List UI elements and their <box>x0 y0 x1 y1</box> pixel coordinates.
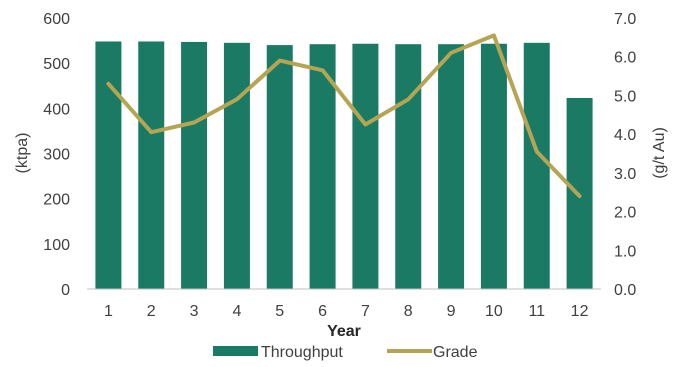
legend-label-grade: Grade <box>433 344 478 361</box>
x-tick-label: 1 <box>104 303 113 320</box>
y2-axis-ticks: 0.0 1.0 2.0 3.0 4.0 5.0 6.0 7.0 <box>614 11 636 299</box>
x-tick-label: 5 <box>275 303 284 320</box>
x-tick-label: 8 <box>404 303 413 320</box>
y2-tick-label: 0.0 <box>614 282 636 299</box>
bar-throughput-year-8 <box>395 44 422 289</box>
legend-label-throughput: Throughput <box>261 344 343 361</box>
bar-throughput-year-10 <box>480 43 507 290</box>
y2-tick-label: 1.0 <box>614 243 636 260</box>
x-tick-label: 3 <box>190 303 199 320</box>
y2-tick-label: 5.0 <box>614 88 636 105</box>
bar-throughput-year-11 <box>523 42 550 289</box>
x-tick-label: 9 <box>447 303 456 320</box>
line-series-group <box>106 33 582 199</box>
bar-throughput-year-6 <box>309 44 336 289</box>
legend-swatch-throughput <box>213 346 258 356</box>
y2-tick-label: 2.0 <box>614 205 636 222</box>
y-tick-label: 400 <box>43 101 70 118</box>
y-tick-label: 600 <box>43 11 70 28</box>
x-tick-label: 6 <box>318 303 327 320</box>
grade-line <box>106 33 582 199</box>
y-tick-label: 300 <box>43 147 70 164</box>
y2-tick-label: 7.0 <box>614 11 636 28</box>
bar-throughput-year-7 <box>352 43 379 290</box>
y2-tick-label: 4.0 <box>614 127 636 144</box>
x-tick-label: 4 <box>232 303 241 320</box>
y-tick-label: 0 <box>61 282 70 299</box>
bar-throughput-year-1 <box>95 41 122 290</box>
y-tick-label: 200 <box>43 192 70 209</box>
x-tick-label: 2 <box>147 303 156 320</box>
y-tick-label: 500 <box>43 56 70 73</box>
y2-axis-title: (g/t Au) <box>651 127 668 179</box>
bar-throughput-year-3 <box>181 41 208 290</box>
bar-throughput-year-9 <box>438 44 465 289</box>
x-axis-title: Year <box>327 323 361 340</box>
x-axis-ticks: 1 2 3 4 5 6 7 8 9 10 11 12 <box>104 303 589 320</box>
bar-series-group <box>95 41 593 290</box>
y-axis-title: (ktpa) <box>14 133 31 174</box>
legend: Throughput Grade <box>213 344 478 361</box>
x-tick-label: 11 <box>528 303 545 320</box>
bar-throughput-year-2 <box>138 41 165 290</box>
x-tick-label: 12 <box>571 303 589 320</box>
y2-tick-label: 6.0 <box>614 50 636 67</box>
x-tick-label: 7 <box>361 303 370 320</box>
x-tick-label: 10 <box>485 303 503 320</box>
y-tick-label: 100 <box>43 237 70 254</box>
bar-throughput-year-4 <box>223 42 250 289</box>
bar-throughput-year-5 <box>266 45 293 289</box>
y2-tick-label: 3.0 <box>614 166 636 183</box>
y-axis-ticks: 0 100 200 300 400 500 600 <box>43 11 70 299</box>
